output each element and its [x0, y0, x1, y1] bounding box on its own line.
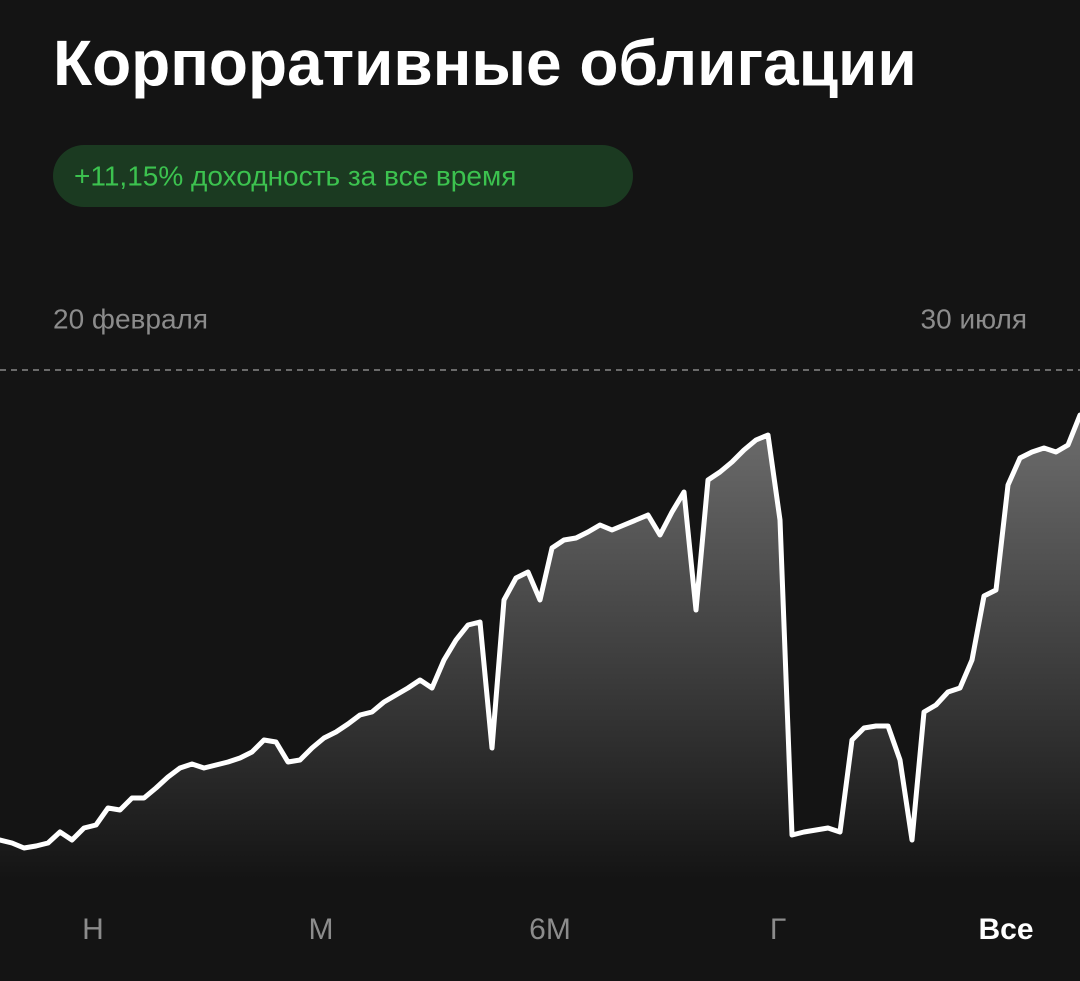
- range-tab[interactable]: Н: [82, 913, 104, 946]
- badge-bg: [53, 145, 633, 207]
- range-tab[interactable]: Все: [978, 913, 1033, 946]
- range-tab[interactable]: Г: [770, 913, 786, 946]
- range-tab[interactable]: 6М: [529, 913, 571, 946]
- end-date: 30 июля: [921, 303, 1027, 334]
- badge-text: +11,15% доходность за все время: [74, 160, 516, 191]
- line: [0, 412, 1080, 851]
- area: [0, 415, 1080, 880]
- plot: [0, 412, 1080, 880]
- range-tabs: Н М 6М Г Все: [82, 913, 1033, 946]
- title: Корпоративные облигации: [53, 27, 917, 99]
- start-date: 20 февраля: [53, 303, 208, 334]
- range-tab[interactable]: М: [309, 913, 334, 946]
